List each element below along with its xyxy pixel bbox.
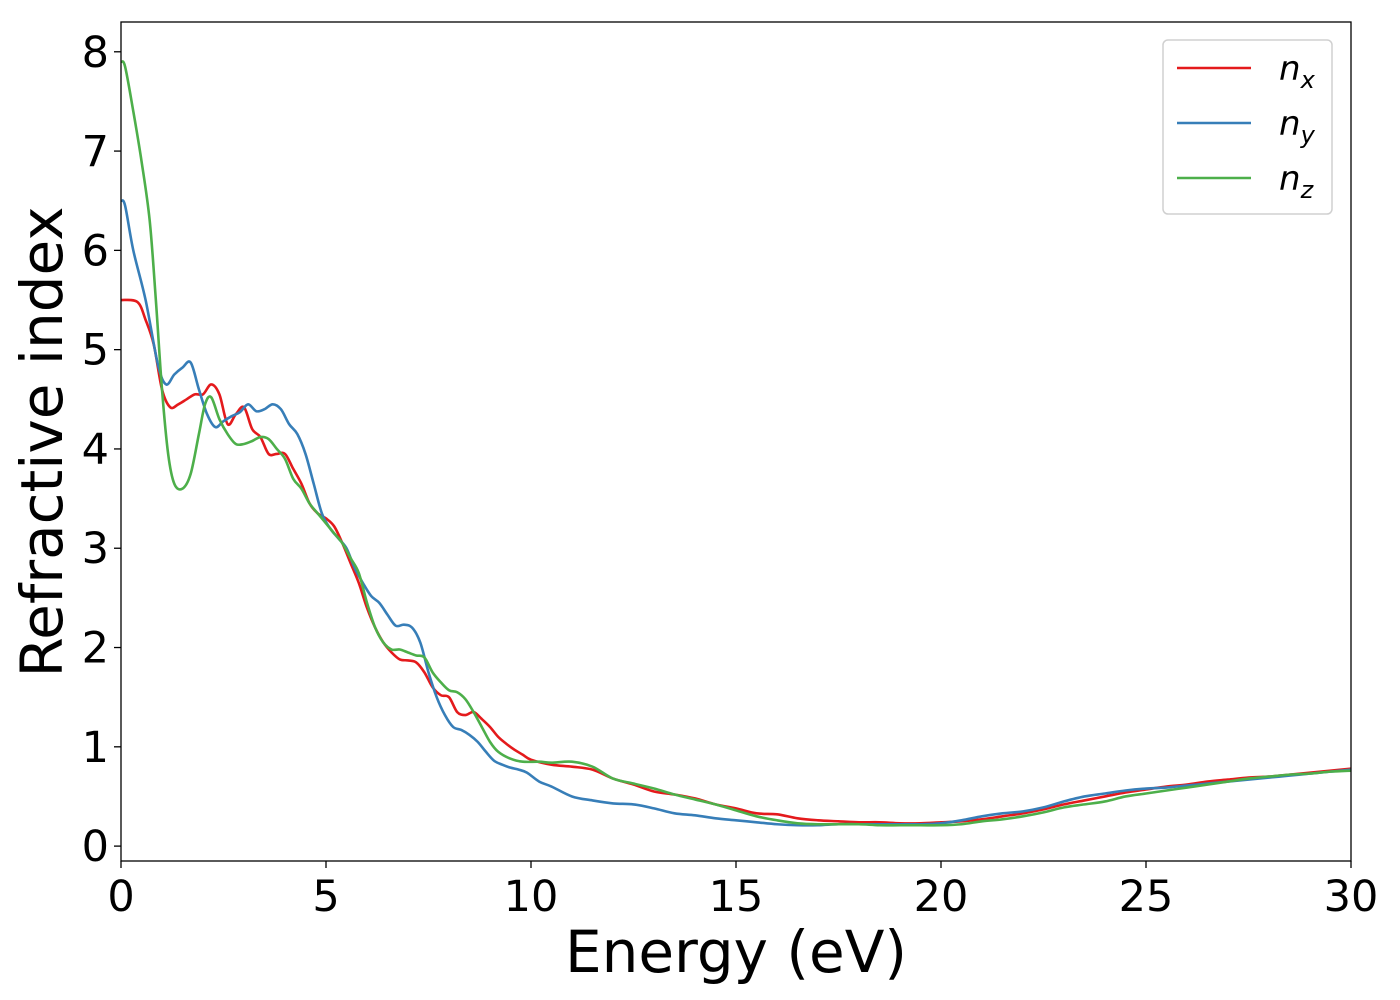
legend-frame: [1162, 39, 1333, 215]
y-tick-label: 4: [82, 425, 109, 475]
series-line-ny: [121, 199, 1351, 827]
x-tick-label: 25: [1119, 872, 1174, 922]
x-axis-label: Energy (eV): [565, 918, 907, 986]
y-tick-label: 2: [82, 624, 109, 674]
x-tick-label: 0: [107, 872, 134, 922]
y-tick-label: 0: [82, 822, 109, 872]
y-tick-label: 6: [82, 226, 109, 276]
x-tick-label: 5: [312, 872, 339, 922]
plot-area: [121, 60, 1351, 827]
x-tick-label: 10: [504, 872, 559, 922]
series-line-nx: [121, 298, 1351, 825]
y-tick-label: 8: [82, 28, 109, 78]
legend-label-nz: nz: [1279, 159, 1315, 204]
legend-label-nx: nx: [1279, 49, 1316, 94]
y-axis-label: Refractive index: [8, 206, 76, 677]
y-tick-label: 5: [82, 326, 109, 376]
x-tick-label: 30: [1324, 872, 1379, 922]
y-tick-label: 3: [82, 524, 109, 574]
axes: 0 5 10 15 20 25 30 0 1 2 3 4 5 6 7 8: [82, 21, 1379, 922]
legend: nx ny nz: [1162, 39, 1333, 215]
x-tick-label: 15: [709, 872, 764, 922]
y-tick-label: 7: [82, 127, 109, 177]
x-tick-label: 20: [914, 872, 969, 922]
y-tick-label: 1: [82, 723, 109, 773]
legend-label-ny: ny: [1279, 104, 1316, 149]
series-line-nz: [121, 60, 1351, 827]
